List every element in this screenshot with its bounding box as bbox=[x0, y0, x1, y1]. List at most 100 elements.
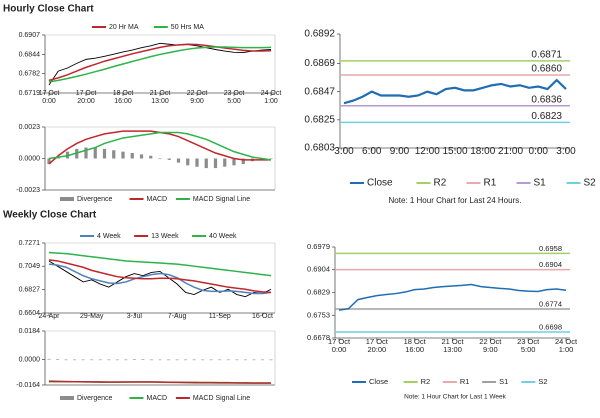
x-tick-label: 3-Jul bbox=[126, 313, 142, 321]
line bbox=[48, 43, 272, 82]
x-tick-label-box: 3:00 bbox=[556, 146, 576, 157]
bar bbox=[167, 359, 171, 361]
bar bbox=[204, 158, 208, 169]
legend-label: 40 Week bbox=[209, 233, 237, 240]
legend-swatch bbox=[60, 396, 74, 400]
bar bbox=[241, 158, 245, 164]
x-tick-label: 24 Oct 1:00 bbox=[260, 90, 282, 105]
x-tick-label: 3:00 bbox=[556, 146, 576, 157]
x-tick-label: 24 Oct 1:00 bbox=[554, 337, 578, 354]
bar bbox=[149, 155, 153, 159]
bar bbox=[107, 359, 111, 361]
bar bbox=[149, 359, 153, 361]
legend-label: MACD Signal Line bbox=[193, 395, 250, 402]
x-tick-label-box: 18:00 bbox=[470, 146, 495, 157]
bar bbox=[269, 359, 273, 361]
legend-label: S2 bbox=[538, 377, 547, 386]
reference-label: 0.6774 bbox=[539, 299, 562, 308]
x-tick-label: 22 Oct 9:00 bbox=[186, 90, 208, 105]
y-tick-label: 0.0000 bbox=[19, 356, 41, 363]
x-tick-label: 16-Oct bbox=[251, 313, 273, 321]
x-tick-label-box: 24 Oct 1:00 bbox=[260, 90, 282, 105]
reference-label: 0.6958 bbox=[539, 244, 562, 253]
x-tick-label: 23 Oct 5:00 bbox=[517, 337, 540, 354]
bar bbox=[73, 359, 77, 361]
y-tick-label: 0.6803 bbox=[304, 143, 335, 154]
legend-label: R1 bbox=[460, 377, 470, 386]
bar bbox=[184, 359, 188, 361]
x-tick-label-box: 21 Oct 13:00 bbox=[441, 338, 463, 354]
bar bbox=[84, 147, 88, 159]
x-tick-label-box: 3-Jul bbox=[126, 313, 142, 321]
bar bbox=[158, 359, 162, 361]
bar bbox=[260, 359, 264, 361]
y-tick-label: -0.0023 bbox=[16, 187, 40, 194]
x-tick-label: 21 Oct 13:00 bbox=[149, 90, 171, 105]
x-tick-label-box: 17 Oct 20:00 bbox=[365, 337, 388, 354]
line bbox=[343, 78, 567, 105]
line bbox=[48, 263, 272, 295]
x-tick-label: 23 Oct 5:00 bbox=[223, 90, 245, 105]
x-tick-label: 21:00 bbox=[497, 146, 524, 157]
x-tick-label: 11-Sep bbox=[208, 313, 231, 321]
bar bbox=[130, 153, 134, 159]
legend-label: R2 bbox=[421, 377, 431, 386]
x-tick-label-box: 21:00 bbox=[497, 146, 524, 157]
line bbox=[48, 42, 272, 86]
y-tick-label: 0.6869 bbox=[304, 58, 335, 69]
x-tick-label: 6:00 bbox=[362, 146, 382, 157]
x-tick-label: 9:00 bbox=[389, 146, 410, 157]
x-tick-label-box: 7-Aug bbox=[167, 313, 187, 321]
y-tick-label: -0.0164 bbox=[16, 382, 40, 389]
x-tick-label-box: 3:00 bbox=[334, 146, 354, 157]
legend-label: S1 bbox=[499, 377, 508, 386]
bar bbox=[132, 359, 136, 360]
bar bbox=[112, 150, 116, 159]
line bbox=[48, 46, 272, 83]
x-tick-label: 17 Oct 20:00 bbox=[365, 337, 388, 354]
bar bbox=[121, 151, 125, 159]
line bbox=[48, 260, 272, 298]
x-tick-label: 29-May bbox=[80, 313, 104, 321]
y-tick-label: 0.0023 bbox=[19, 124, 41, 131]
bar bbox=[176, 158, 181, 163]
y-tick-label: 0.6753 bbox=[307, 310, 330, 319]
legend-label: MACD Signal Line bbox=[193, 196, 250, 203]
y-tick-label: 0.0000 bbox=[19, 155, 41, 162]
bar bbox=[124, 359, 128, 361]
bar bbox=[226, 359, 230, 361]
x-tick-label-box: 24-Apr bbox=[38, 313, 59, 320]
bar bbox=[158, 158, 162, 160]
y-tick-label: 0.7049 bbox=[19, 263, 41, 270]
y-tick-label: 0.6719 bbox=[19, 90, 41, 97]
y-tick-label: 0.6604 bbox=[19, 310, 41, 317]
x-tick-label-box: 18 Oct 16:00 bbox=[404, 338, 426, 354]
legend-swatch bbox=[60, 197, 74, 201]
line bbox=[49, 380, 271, 384]
bar bbox=[56, 359, 60, 360]
legend-label: 50 Hrs MA bbox=[171, 24, 204, 31]
x-tick-label-box: 6:00 bbox=[362, 146, 382, 157]
reference-label: 0.6836 bbox=[531, 94, 562, 105]
bar bbox=[218, 359, 222, 361]
x-tick-label-box: 15:00 bbox=[442, 146, 467, 157]
x-tick-label-box: 22 Oct 9:00 bbox=[479, 338, 501, 354]
x-tick-label: 3:00 bbox=[334, 146, 354, 157]
x-tick-label: 0:00 bbox=[528, 146, 548, 157]
legend-label: Divergence bbox=[77, 395, 113, 402]
y-tick-label: 0.6829 bbox=[307, 287, 330, 296]
bar bbox=[175, 359, 179, 361]
bar bbox=[102, 148, 107, 159]
bar bbox=[47, 358, 51, 360]
line bbox=[48, 259, 272, 294]
y-tick-label: 0.6844 bbox=[19, 51, 41, 58]
bar bbox=[243, 359, 247, 361]
x-tick-label: 7-Aug bbox=[167, 313, 187, 321]
y-tick-label: 0.6907 bbox=[19, 32, 41, 39]
x-tick-label: 17 Oct 0:00 bbox=[38, 90, 60, 105]
x-tick-label: 17 Oct 0:00 bbox=[327, 337, 351, 354]
x-tick-label: 17 Oct 20:00 bbox=[75, 90, 97, 105]
legend-label: 20 Hr MA bbox=[109, 24, 139, 31]
